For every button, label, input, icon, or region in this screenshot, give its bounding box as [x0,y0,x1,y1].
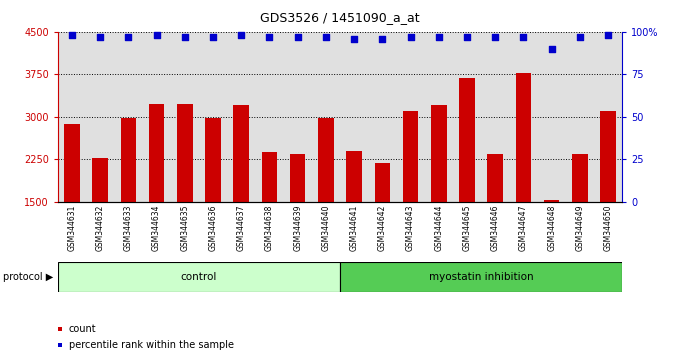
Point [518,34,529,40]
Point [405,34,416,40]
Bar [58,262,340,292]
Bar [600,111,616,202]
Bar [149,104,165,202]
Bar [459,78,475,202]
Bar [205,118,221,202]
Text: GDS3526 / 1451090_a_at: GDS3526 / 1451090_a_at [260,11,420,24]
Bar [346,152,362,202]
Point [180,34,190,40]
Bar [340,262,622,292]
Bar [92,158,108,202]
Bar [488,154,503,202]
Point [490,34,500,40]
Point [433,34,444,40]
Bar [120,118,136,202]
Bar [290,154,305,202]
Bar [177,104,192,202]
Point [462,34,473,40]
Text: count: count [69,324,97,334]
Point [95,34,105,40]
Point [377,36,388,41]
Bar [431,105,447,202]
Point [292,34,303,40]
Bar [318,118,334,202]
Bar [64,124,80,202]
Text: myostatin inhibition: myostatin inhibition [429,272,533,282]
Bar [233,105,249,202]
Bar [572,154,588,202]
Point [123,34,134,40]
Point [151,33,162,38]
Point [349,36,360,41]
Point [546,46,557,52]
Point [67,33,78,38]
Point [264,34,275,40]
Text: control: control [181,272,217,282]
Point [575,34,585,40]
Text: percentile rank within the sample: percentile rank within the sample [69,340,234,350]
Bar [515,73,531,202]
Bar [375,163,390,202]
Text: protocol ▶: protocol ▶ [3,272,54,282]
Bar [262,152,277,202]
Bar [544,200,560,202]
Point [207,34,218,40]
Point [236,33,247,38]
Point [602,33,613,38]
Bar [403,111,418,202]
Point [320,34,331,40]
